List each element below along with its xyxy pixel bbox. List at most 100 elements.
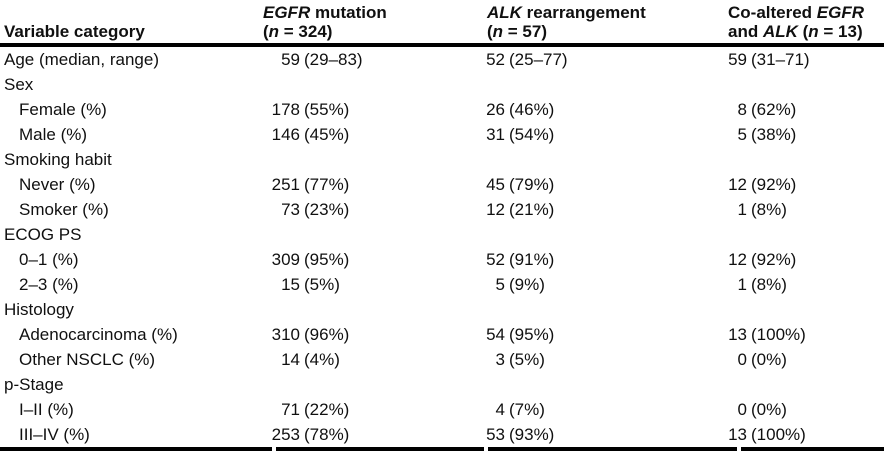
cell-count: 59 [281,50,300,69]
table-row: Adenocarcinoma (%) 310 (96%) 54 (95%) 13 (100%… [0,322,884,347]
gene-symbol: n [492,22,504,41]
cell-count: 253 [271,425,300,444]
cell-percent: (100%) [751,425,806,444]
cell-count: 12 [728,175,747,194]
gene-symbol: EGFR [816,3,865,22]
table-row: III–IV (%) 253 (78%) 53 (93%) 13 (100%) [0,422,884,447]
row-label: p-Stage [4,375,64,394]
row-label: Never (%) [19,175,96,194]
row-label: Smoking habit [4,150,112,169]
cell-value: 309 (95%) [230,247,350,272]
header-text: = 324) [279,22,333,41]
header-text: rearrangement [521,3,646,22]
cell-value: 5 (38%) [660,122,797,147]
cell-count: 54 [486,325,505,344]
cell-percent: (7%) [509,400,545,419]
gene-symbol: ALK [762,22,798,41]
cell-value: 310 (96%) [230,322,350,347]
cell-count: 59 [728,50,747,69]
table-section-row: Histology [0,297,884,322]
cell-count: 1 [737,200,747,219]
table-row: Female (%) 178 (55%) 26 (46%) 8 (62%) [0,97,884,122]
cell-value: 53 (93%) [440,422,554,447]
cell-value: 31 (54%) [440,122,554,147]
cell-value: 178 (55%) [230,97,350,122]
cell-count: 3 [495,350,505,369]
header-text: = 57) [503,22,548,41]
cell-count: 13 [728,425,747,444]
table-row: 0–1 (%) 309 (95%) 52 (91%) 12 (92%) [0,247,884,272]
cell-value: 251 (77%) [230,172,350,197]
cell-percent: (91%) [509,250,555,269]
cell-percent: (22%) [304,400,350,419]
cell-percent: (25–77) [509,50,568,69]
header-rule [0,43,884,47]
cell-count: 5 [737,125,747,144]
column-header-line: (n = 57) [487,22,646,41]
row-label: Adenocarcinoma (%) [19,325,178,344]
cell-percent: (62%) [751,100,797,119]
cell-percent: (100%) [751,325,806,344]
cell-percent: (79%) [509,175,555,194]
table-body: Age (median, range) 59 (29–83) 52 (25–77) 59(… [0,47,884,447]
cell-percent: (46%) [509,100,555,119]
cell-percent: (93%) [509,425,555,444]
cell-value: 71 (22%) [230,397,349,422]
cell-percent: (54%) [509,125,555,144]
cell-percent: (5%) [509,350,545,369]
cell-value: 0 (0%) [660,397,787,422]
cell-value: 12 (92%) [660,247,796,272]
cell-value: 52 (25–77) [440,47,568,72]
column-header-variable-category: Variable category [4,22,145,41]
cell-value: 52 (91%) [440,247,554,272]
cell-count: 8 [737,100,747,119]
cell-value: 5 (9%) [440,272,545,297]
cell-count: 15 [281,275,300,294]
cell-value: 12 (21%) [440,197,554,222]
cell-percent: (92%) [751,175,797,194]
table-section-row: Smoking habit [0,147,884,172]
cell-value: 15 (5%) [230,272,340,297]
cell-percent: (55%) [304,100,350,119]
cell-percent: (9%) [509,275,545,294]
column-header-line: and ALK (n = 13) [728,22,864,41]
row-label: Female (%) [19,100,107,119]
column-header-line: (n = 324) [263,22,387,41]
cell-count: 146 [271,125,300,144]
row-label: III–IV (%) [19,425,90,444]
cell-percent: (96%) [304,325,350,344]
cell-value: 26 (46%) [440,97,554,122]
cell-percent: (38%) [751,125,797,144]
gene-symbol: EGFR [263,3,311,22]
row-label: Sex [4,75,34,94]
row-label: ECOG PS [4,225,82,244]
cell-count: 310 [271,325,300,344]
header-text: Co-altered [728,3,817,22]
column-header-line: Co-altered EGFR [728,3,864,22]
cell-count: 26 [486,100,505,119]
table-section-row: ECOG PS [0,222,884,247]
table-row: 2–3 (%) 15 (5%) 5 (9%) 1 (8%) [0,272,884,297]
cell-count: 73 [281,200,300,219]
rule-gap [272,447,276,451]
table-row: Smoker (%) 73 (23%) 12 (21%) 1 (8%) [0,197,884,222]
cell-value: 8 (62%) [660,97,797,122]
cell-count: 12 [486,200,505,219]
column-header-egfr-mutation: EGFR mutation (n = 324) [263,3,387,41]
cell-percent: (4%) [304,350,340,369]
header-text: ( [263,22,269,41]
header-text: ( [797,22,809,41]
cell-count: 14 [281,350,300,369]
cell-percent: (95%) [304,250,350,269]
cell-count: 53 [486,425,505,444]
cell-value: 13 (100%) [660,422,806,447]
cell-percent: (45%) [304,125,350,144]
cell-percent: (0%) [751,350,787,369]
gene-symbol: n [808,22,819,41]
cell-count: 178 [271,100,300,119]
header-text: ( [487,22,493,41]
cell-percent: (23%) [304,200,350,219]
cell-count: 251 [271,175,300,194]
cell-percent: (31–71) [751,50,810,69]
table-row: Other NSCLC (%) 14 (4%) 3 (5%) 0 (0%) [0,347,884,372]
